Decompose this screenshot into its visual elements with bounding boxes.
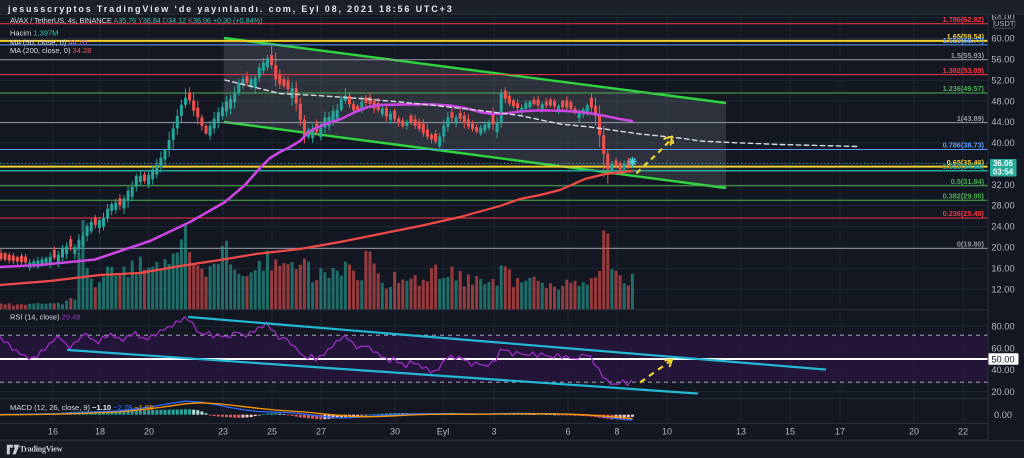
svg-text:52.00: 52.00 xyxy=(991,76,1014,86)
svg-text:1.786(62.82): 1.786(62.82) xyxy=(943,15,985,24)
svg-text:3: 3 xyxy=(491,426,496,436)
svg-text:20.00: 20.00 xyxy=(991,243,1014,253)
svg-text:0.786(38.73): 0.786(38.73) xyxy=(943,141,985,150)
svg-text:0.65(35.46): 0.65(35.46) xyxy=(947,158,985,167)
svg-text:27: 27 xyxy=(316,426,326,436)
svg-text:0.5(31.84): 0.5(31.84) xyxy=(951,177,985,186)
svg-text:AVAX / TetherUS, 4s, BINANCE A: AVAX / TetherUS, 4s, BINANCE A35.76 Y36.… xyxy=(10,16,263,25)
svg-text:22: 22 xyxy=(958,426,968,436)
svg-text:MA (50, close, 0) 44.20: MA (50, close, 0) 44.20 xyxy=(10,38,87,47)
svg-text:48.00: 48.00 xyxy=(991,96,1014,106)
svg-text:1(43.89): 1(43.89) xyxy=(957,114,985,123)
svg-text:03:54: 03:54 xyxy=(993,167,1014,176)
svg-text:18: 18 xyxy=(95,426,105,436)
svg-text:1.382(53.09): 1.382(53.09) xyxy=(943,66,985,75)
svg-text:10: 10 xyxy=(662,426,672,436)
svg-text:0.382(29.00): 0.382(29.00) xyxy=(943,192,985,201)
svg-text:32.00: 32.00 xyxy=(991,180,1014,190)
svg-text:Eyl: Eyl xyxy=(437,426,450,436)
svg-text:28.00: 28.00 xyxy=(991,201,1014,211)
svg-text:20: 20 xyxy=(144,426,154,436)
svg-text:RSI (14, close) 29.48: RSI (14, close) 29.48 xyxy=(10,313,80,322)
svg-text:0.618(34.88): 0.618(34.88) xyxy=(943,162,985,171)
svg-text:0.236(25.48): 0.236(25.48) xyxy=(943,209,985,218)
svg-text:0(19.80): 0(19.80) xyxy=(957,240,985,249)
svg-text:80.00: 80.00 xyxy=(991,322,1014,332)
svg-text:16.00: 16.00 xyxy=(991,263,1014,273)
svg-text:60.00: 60.00 xyxy=(991,343,1014,353)
svg-text:13: 13 xyxy=(736,426,746,436)
svg-text:64.00: 64.00 xyxy=(991,12,1014,22)
svg-text:8: 8 xyxy=(614,426,619,436)
svg-text:36.06: 36.06 xyxy=(993,159,1014,168)
svg-text:1.618(58.77): 1.618(58.77) xyxy=(943,36,985,45)
svg-text:16: 16 xyxy=(48,426,58,436)
svg-text:23: 23 xyxy=(218,426,228,436)
svg-text:6: 6 xyxy=(565,426,570,436)
svg-text:jesusscryptos TradingView ‘de: jesusscryptos TradingView ‘de yayınlandı… xyxy=(7,4,454,14)
svg-text:24.00: 24.00 xyxy=(991,222,1014,232)
svg-text:50.00: 50.00 xyxy=(991,354,1014,364)
svg-text:20: 20 xyxy=(909,426,919,436)
svg-text:USDT: USDT xyxy=(994,19,1015,28)
svg-text:0.00: 0.00 xyxy=(994,410,1012,420)
svg-text:30: 30 xyxy=(390,426,400,436)
svg-text:60.00: 60.00 xyxy=(991,34,1014,44)
svg-text:Hacim 1.397M: Hacim 1.397M xyxy=(10,29,58,38)
svg-text:1.65(59.54): 1.65(59.54) xyxy=(947,32,985,41)
svg-text:MACD (12, 26, close, 9) −1.10: MACD (12, 26, close, 9) −1.10 −2.78 −1.6… xyxy=(10,403,153,412)
svg-text:1.236(49.57): 1.236(49.57) xyxy=(943,84,985,93)
svg-text:25: 25 xyxy=(267,426,277,436)
svg-text:17: 17 xyxy=(835,426,845,436)
svg-text:40.00: 40.00 xyxy=(991,138,1014,148)
svg-text:15: 15 xyxy=(785,426,795,436)
svg-text:MA (200, close, 0) 34.28: MA (200, close, 0) 34.28 xyxy=(10,46,91,55)
svg-text:20.00: 20.00 xyxy=(991,387,1014,397)
svg-text:40.00: 40.00 xyxy=(991,365,1014,375)
svg-text:12.00: 12.00 xyxy=(991,284,1014,294)
svg-text:44.00: 44.00 xyxy=(991,117,1014,127)
svg-text:1.5(55.93): 1.5(55.93) xyxy=(951,51,985,60)
svg-text:TradingView: TradingView xyxy=(20,445,63,454)
svg-text:56.00: 56.00 xyxy=(991,55,1014,65)
